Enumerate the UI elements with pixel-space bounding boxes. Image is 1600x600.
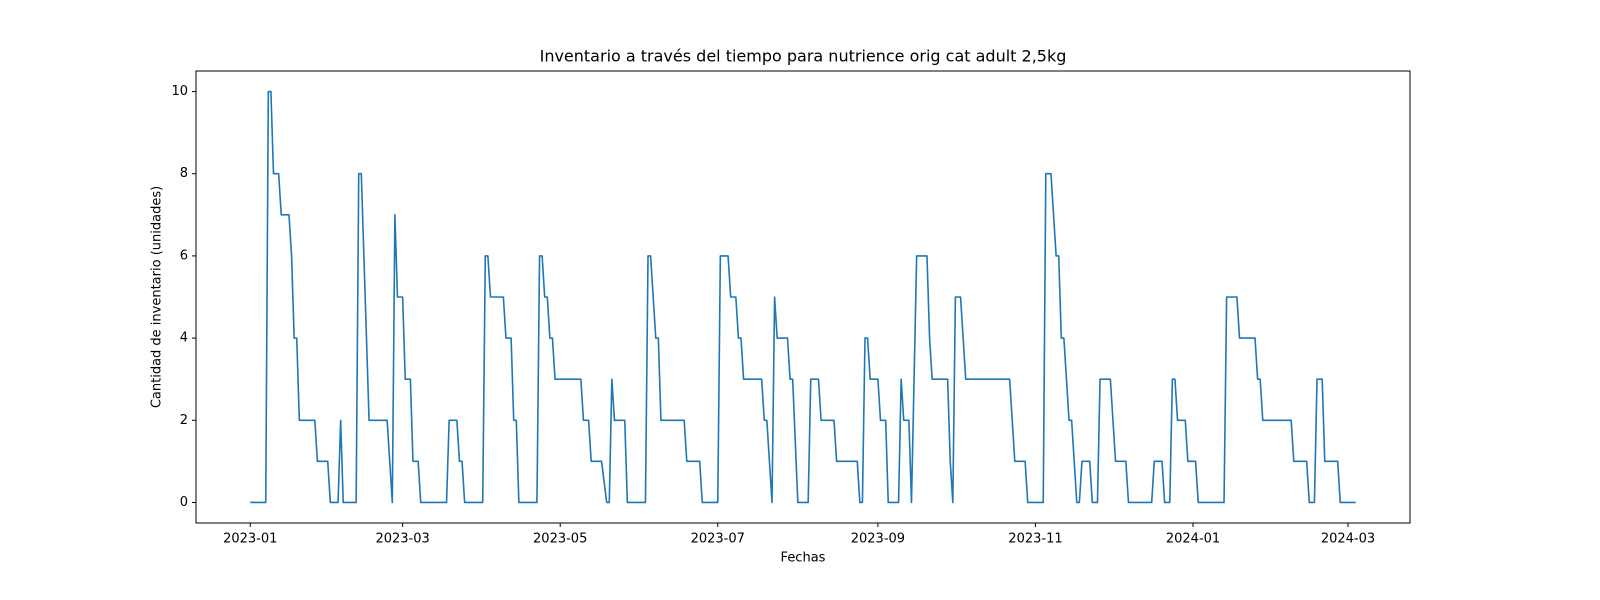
data-line [250,90,1356,504]
y-tick-label: 2 [180,413,188,428]
y-axis-label: Cantidad de inventario (unidades) [150,186,165,408]
x-tick-label: 2023-05 [533,532,587,547]
y-tick-label: 10 [171,84,188,99]
x-tick-label: 2023-11 [1008,532,1062,547]
x-tick-label: 2023-07 [691,532,745,547]
x-tick-label: 2023-09 [851,532,905,547]
y-tick-label: 0 [180,495,188,510]
x-tick-label: 2023-03 [375,532,429,547]
y-tick-label: 4 [180,331,188,346]
plot-frame [195,70,1411,524]
x-tick-label: 2024-01 [1166,532,1220,547]
x-tick-label: 2023-01 [223,532,277,547]
x-tick-label: 2024-03 [1321,532,1375,547]
y-tick-label: 6 [180,248,188,263]
x-axis-label: Fechas [781,551,826,566]
chart-title: Inventario a través del tiempo para nutr… [540,47,1067,66]
y-tick-label: 8 [180,166,188,181]
